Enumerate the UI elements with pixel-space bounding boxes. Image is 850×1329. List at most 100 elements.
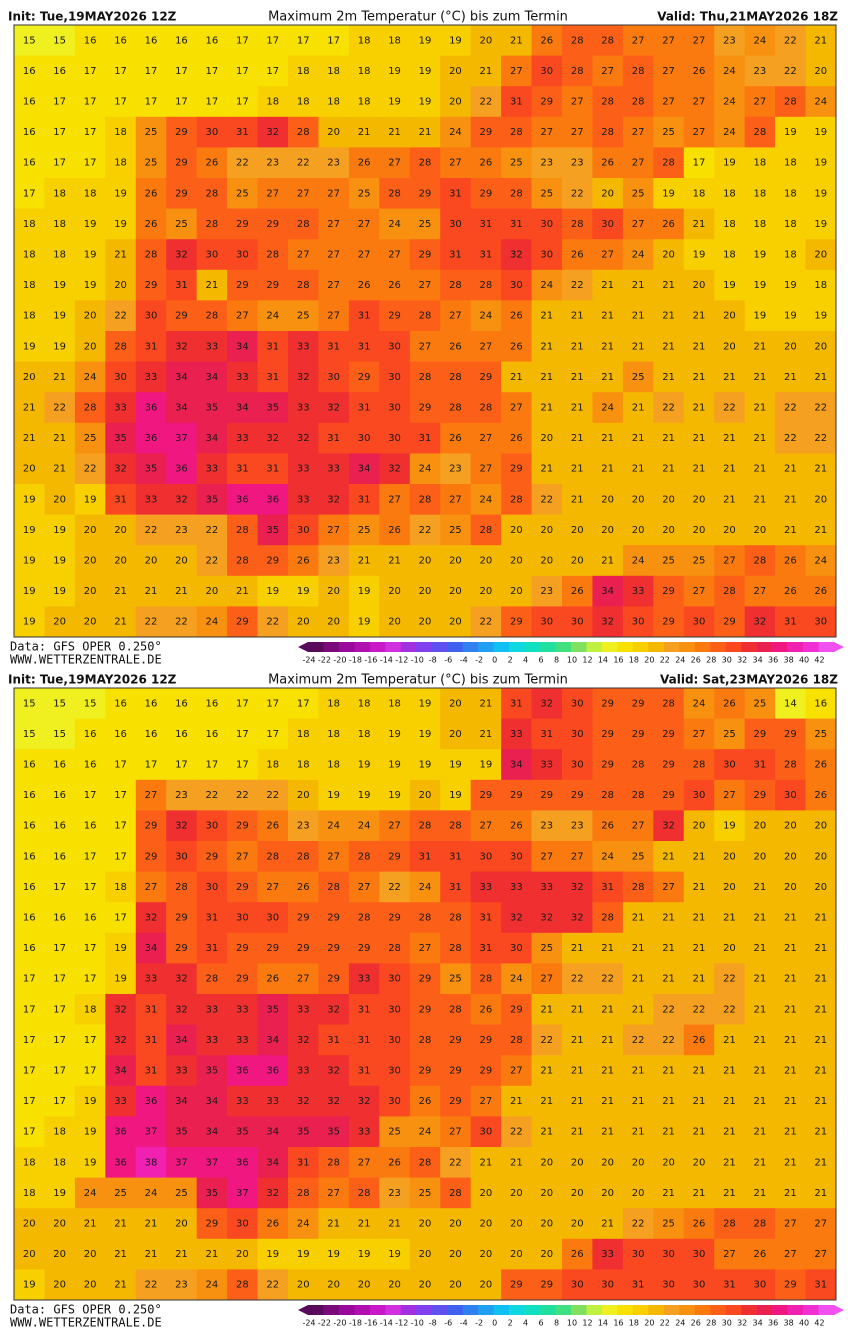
temperature-cell	[440, 749, 472, 781]
temperature-value: 24	[206, 617, 219, 628]
temperature-value: 21	[662, 464, 675, 475]
temperature-value: 30	[206, 882, 219, 893]
temperature-value: 19	[449, 790, 462, 801]
temperature-value: 35	[266, 1004, 279, 1015]
temperature-cell	[683, 606, 715, 638]
temperature-value: 21	[723, 1066, 736, 1077]
temperature-value: 29	[419, 1004, 432, 1015]
temperature-value: 31	[175, 280, 188, 291]
temperature-cell	[44, 269, 76, 301]
temperature-value: 30	[540, 250, 553, 261]
temperature-value: 23	[540, 158, 553, 169]
temperature-cell	[44, 484, 76, 516]
temperature-value: 24	[723, 97, 736, 108]
temperature-value: 24	[510, 974, 523, 985]
temperature-cell	[775, 718, 807, 750]
temperature-cell	[775, 779, 807, 811]
colorbar-label: 40	[799, 1319, 809, 1328]
colorbar-swatch	[772, 1305, 788, 1315]
temperature-cell	[653, 1024, 685, 1056]
temperature-cell	[166, 331, 198, 363]
temperature-value: 21	[601, 464, 614, 475]
temperature-value: 20	[540, 1249, 553, 1260]
temperature-cell	[470, 606, 502, 638]
temperature-cell	[531, 718, 563, 750]
temperature-cell	[379, 606, 411, 638]
colorbar-label: 0	[492, 1319, 497, 1328]
temperature-value: 18	[53, 1127, 66, 1138]
temperature-cell	[501, 994, 533, 1026]
temperature-value: 20	[723, 311, 736, 322]
temperature-value: 23	[327, 158, 340, 169]
temperature-cell	[105, 871, 137, 903]
temperature-value: 16	[175, 35, 188, 46]
temperature-value: 17	[266, 698, 279, 709]
temperature-value: 23	[297, 821, 310, 832]
temperature-cell	[409, 392, 441, 424]
colorbar-label: 8	[554, 1319, 559, 1328]
temperature-cell	[470, 331, 502, 363]
temperature-cell	[14, 994, 45, 1026]
temperature-value: 28	[632, 66, 645, 77]
temperature-cell	[14, 749, 45, 781]
temperature-cell	[653, 239, 685, 271]
temperature-value: 34	[175, 1035, 188, 1046]
colorbar-swatch	[493, 1305, 510, 1315]
temperature-cell	[440, 147, 472, 179]
temperature-value: 28	[327, 882, 340, 893]
temperature-cell	[288, 575, 319, 607]
temperature-cell	[440, 514, 472, 546]
temperature-value: 28	[388, 943, 401, 954]
temperature-value: 20	[693, 525, 706, 536]
temperature-value: 28	[266, 250, 279, 261]
temperature-value: 28	[449, 1188, 462, 1199]
temperature-value: 22	[206, 525, 219, 536]
temperature-value: 19	[327, 1249, 340, 1260]
temperature-cell	[44, 361, 76, 393]
temperature-value: 19	[419, 35, 432, 46]
temperature-value: 33	[236, 1035, 249, 1046]
temperature-value: 17	[53, 1004, 66, 1015]
temperature-value: 21	[693, 943, 706, 954]
temperature-cell	[683, 902, 715, 934]
temperature-cell	[318, 545, 350, 577]
temperature-value: 18	[388, 698, 401, 709]
temperature-cell	[440, 208, 472, 240]
temperature-value: 24	[480, 311, 493, 322]
temperature-value: 28	[662, 698, 675, 709]
temperature-cell	[440, 239, 472, 271]
colorbar-swatch	[555, 1305, 572, 1315]
temperature-cell	[622, 1024, 654, 1056]
temperature-cell	[135, 361, 167, 393]
temperature-value: 28	[206, 188, 219, 199]
temperature-value: 20	[327, 1280, 340, 1291]
temperature-value: 27	[784, 1249, 797, 1260]
temperature-cell	[531, 545, 563, 577]
temperature-value: 34	[266, 1157, 279, 1168]
temperature-cell	[44, 810, 76, 842]
temperature-value: 26	[693, 1035, 706, 1046]
temperature-cell	[409, 606, 441, 638]
temperature-value: 28	[327, 1157, 340, 1168]
temperature-cell	[531, 208, 563, 240]
temperature-cell	[775, 86, 807, 118]
temperature-value: 20	[662, 250, 675, 261]
temperature-cell	[501, 269, 533, 301]
temperature-value: 28	[449, 913, 462, 924]
temperature-value: 25	[84, 433, 97, 444]
temperature-cell	[318, 871, 350, 903]
temperature-cell	[622, 871, 654, 903]
temperature-value: 31	[358, 494, 371, 505]
temperature-value: 17	[236, 698, 249, 709]
temperature-value: 18	[53, 188, 66, 199]
temperature-value: 21	[145, 1219, 158, 1230]
temperature-cell	[470, 55, 502, 87]
temperature-cell	[44, 392, 76, 424]
temperature-cell	[805, 606, 837, 638]
temperature-value: 27	[510, 1066, 523, 1077]
temperature-cell	[440, 116, 472, 148]
temperature-cell	[288, 484, 319, 516]
colorbar-label: 20	[644, 1319, 654, 1328]
temperature-value: 20	[571, 1188, 584, 1199]
temperature-cell	[470, 392, 502, 424]
